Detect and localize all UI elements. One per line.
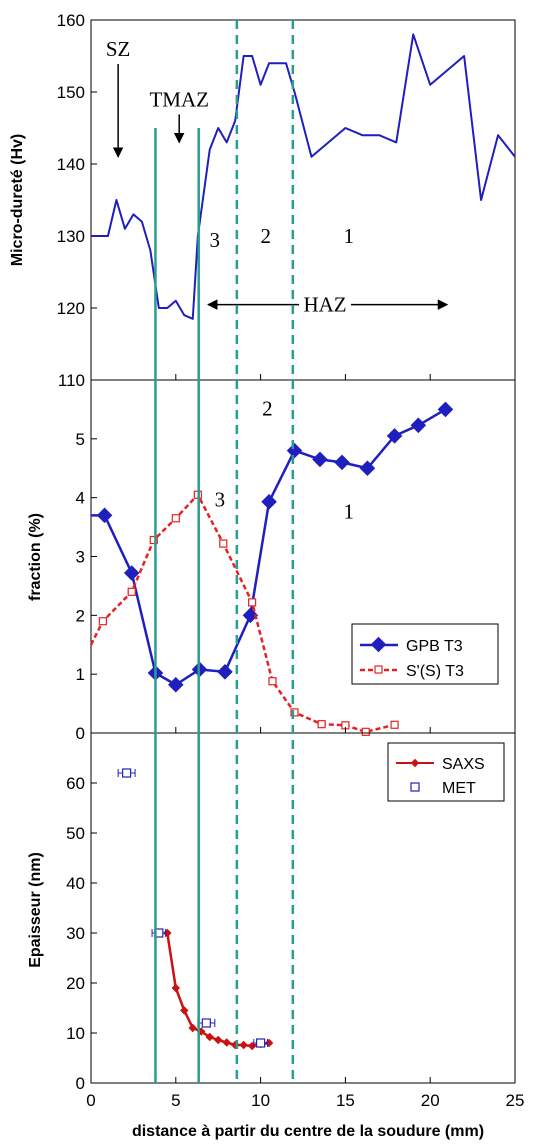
saxs-point — [239, 1040, 248, 1050]
gpb-point — [96, 507, 113, 524]
x-axis: 0 5 10 15 20 25 — [86, 374, 524, 1110]
x-tick-label: 10 — [251, 1091, 270, 1110]
panel-microhardness: 110 120 130 140 150 160 SZ TMAZ 3 2 1 HAZ Micro-du… — [9, 11, 516, 390]
saxs-point — [213, 1035, 223, 1045]
y-tick-label: 2 — [76, 606, 85, 625]
plot-frame — [90, 732, 516, 1084]
y-tick-label: 3 — [76, 548, 85, 567]
annotation-group: SZ TMAZ 3 2 1 HAZ — [106, 37, 449, 317]
annotation-group: 3 2 1 — [215, 396, 354, 523]
legend-box — [351, 623, 499, 685]
x-tick-label: 15 — [336, 1091, 355, 1110]
y-tick-label: 5 — [76, 430, 85, 449]
gpb-point — [312, 451, 328, 468]
y-ticks: 0 10 20 30 40 50 60 — [66, 774, 97, 1093]
x-tick-label: 0 — [86, 1091, 95, 1110]
gpb-point — [168, 676, 184, 693]
s-phase-point — [127, 587, 136, 596]
annotation-label: 1 — [344, 499, 355, 523]
legend-marker-met — [410, 782, 420, 792]
y-axis-label: Epaisseur (nm) — [27, 852, 44, 968]
saxs-line — [166, 932, 270, 1048]
s-phase-point — [268, 677, 277, 686]
y-tick-label: 60 — [66, 774, 85, 793]
annotation-label: SZ — [106, 37, 131, 61]
microhardness-line — [91, 33, 516, 320]
legend-box — [387, 742, 505, 802]
legend: GPB T3 S'(S) T3 — [351, 623, 499, 685]
y-tick-label: 4 — [76, 489, 85, 508]
met-point — [256, 1038, 266, 1048]
y-axis-label: Micro-dureté (Hv) — [9, 134, 26, 266]
series-group — [91, 33, 516, 320]
y-tick-label: 30 — [66, 924, 85, 943]
annotation-label: 3 — [210, 228, 221, 252]
annotation-label: 2 — [260, 224, 271, 248]
y-tick-label: 160 — [57, 11, 85, 30]
annotation-label: 2 — [262, 396, 273, 420]
s-phase-point — [390, 720, 399, 729]
gpb-point — [286, 442, 303, 459]
legend-marker-saxs — [410, 758, 420, 768]
saxs-point — [188, 1023, 198, 1033]
y-tick-label: 120 — [57, 299, 85, 318]
saxs-point — [222, 1038, 231, 1047]
y-tick-label: 110 — [58, 371, 85, 390]
s-phase-point — [317, 720, 326, 729]
s-phase-point — [219, 539, 228, 548]
y-tick-label: 0 — [76, 724, 85, 743]
gpb-point — [217, 664, 233, 680]
x-axis-label: distance à partir du centre de la soudur… — [132, 1123, 484, 1140]
y-tick-label: 20 — [66, 974, 85, 993]
legend-label-met: MET — [442, 780, 476, 797]
saxs-point — [171, 983, 181, 993]
legend: SAXS MET — [387, 742, 505, 802]
panel-thickness: 0 10 20 30 40 50 60 Epaisseur (nm) SAXS MET — [27, 732, 516, 1093]
y-tick-label: 150 — [57, 83, 85, 102]
y-tick-label: 10 — [66, 1024, 85, 1043]
s-phase-point — [290, 708, 299, 717]
legend-label-s: S'(S) T3 — [406, 663, 464, 680]
s-phase-point — [149, 535, 158, 545]
y-tick-label: 40 — [66, 874, 85, 893]
met-point — [122, 768, 132, 778]
zone-lines — [154, 20, 295, 1083]
y-axis-label: fraction (%) — [27, 513, 44, 601]
gpb-point — [437, 401, 454, 418]
s-phase-point — [248, 598, 257, 607]
x-tick-label: 5 — [171, 1091, 180, 1110]
y-tick-label: 140 — [57, 155, 85, 174]
y-tick-label: 50 — [66, 824, 85, 843]
saxs-point — [180, 1006, 189, 1015]
gpb-point — [334, 454, 350, 471]
s-phase-point — [171, 514, 180, 523]
annotation-label: 1 — [344, 224, 355, 248]
s-phase-point — [98, 617, 107, 626]
y-ticks: 110 120 130 140 150 160 — [57, 11, 97, 390]
y-ticks: 0 1 2 3 4 5 — [76, 430, 97, 743]
gpb-t3-line — [91, 408, 447, 687]
s-s-t3-line — [89, 493, 395, 734]
y-tick-label: 1 — [76, 665, 85, 684]
y-tick-label: 130 — [57, 227, 85, 246]
met-point — [201, 1018, 211, 1028]
legend-label-saxs: SAXS — [442, 756, 485, 773]
legend-marker-s — [374, 665, 383, 674]
annotation-label: TMAZ — [149, 87, 209, 111]
saxs-point — [230, 1040, 240, 1050]
s-phase-point — [361, 727, 370, 736]
y-tick-label: 0 — [76, 1074, 85, 1093]
x-tick-label: 25 — [506, 1091, 525, 1110]
series-group — [89, 401, 454, 736]
series-group — [117, 768, 274, 1051]
panel-fraction: 0 1 2 3 4 5 3 2 1 fraction (%) GPB T3 S'(S) T3 — [27, 379, 516, 743]
annotation-label: HAZ — [303, 293, 346, 317]
x-tick-label: 20 — [421, 1091, 440, 1110]
gpb-point — [410, 417, 427, 434]
annotation-label: 3 — [215, 487, 226, 511]
legend-label-gpb: GPB T3 — [406, 638, 463, 655]
gpb-point — [261, 494, 277, 510]
